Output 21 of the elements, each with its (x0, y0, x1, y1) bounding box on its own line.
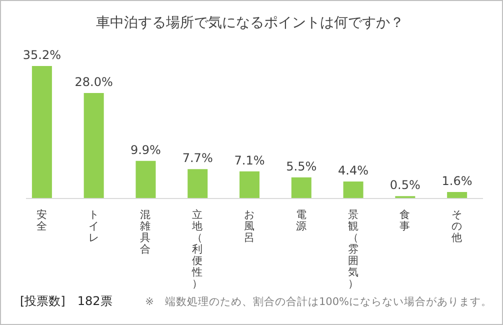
data-label: 28.0% (74, 75, 113, 89)
category: 景観（雰囲気） (348, 209, 359, 290)
category: 混雑具合 (140, 209, 152, 256)
category: その他 (452, 209, 463, 244)
data-label: 4.4% (338, 164, 369, 178)
data-label: 7.7% (182, 151, 213, 166)
category: トイレ (88, 209, 100, 244)
data-label: 0.5% (390, 178, 420, 192)
category: 電源 (296, 209, 307, 232)
data-label: 35.2% (22, 48, 62, 62)
title: 車中泊する場所で気になるポイントは何ですか？ (96, 15, 404, 31)
data-label: 1.6% (442, 174, 472, 188)
text: [投票数] 182票 (20, 294, 112, 308)
category: お風呂 (244, 209, 255, 244)
data-label: 7.1% (234, 153, 265, 168)
text: ※ 端数処理のため、割合の合計は100%にならない場合があります。 (145, 295, 492, 308)
data-label: 5.5% (286, 159, 317, 174)
data-label: 9.9% (130, 142, 161, 157)
category: 立地（利便性） (192, 209, 204, 290)
category: 食事 (400, 209, 411, 232)
category: 安全 (36, 209, 48, 232)
